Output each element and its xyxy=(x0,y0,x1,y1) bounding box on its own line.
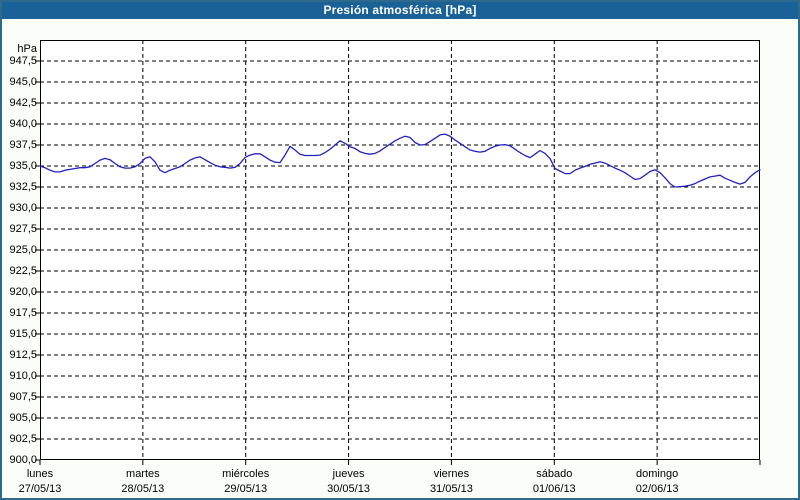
x-day-label: miércoles 29/05/13 xyxy=(201,467,291,497)
x-day-date: 30/05/13 xyxy=(327,483,370,495)
chart-canvas xyxy=(35,40,761,465)
x-day-name: domingo xyxy=(636,468,679,480)
x-day-label: jueves 30/05/13 xyxy=(304,467,394,497)
y-tick-label: 917,5 xyxy=(9,307,37,319)
x-day-name: miércoles xyxy=(222,468,270,480)
x-day-label: lunes 27/05/13 xyxy=(0,467,85,497)
y-tick-label: 947,5 xyxy=(9,55,37,67)
y-tick-label: 912,5 xyxy=(9,349,37,361)
y-tick-label: 922,5 xyxy=(9,265,37,277)
y-tick-label: 907,5 xyxy=(9,391,37,403)
y-tick-label: 900,0 xyxy=(9,454,37,466)
plot-area xyxy=(35,40,761,465)
y-tick-label: 937,5 xyxy=(9,139,37,151)
x-day-date: 31/05/13 xyxy=(430,483,473,495)
y-tick-label: 930,0 xyxy=(9,202,37,214)
x-day-date: 01/06/13 xyxy=(532,483,576,495)
x-day-name: lunes xyxy=(26,468,54,480)
x-day-label: sábado 01/06/13 xyxy=(509,467,599,497)
y-tick-label: 925,0 xyxy=(9,244,37,256)
y-tick-label: 902,5 xyxy=(9,433,37,445)
y-tick-label: 910,0 xyxy=(9,370,37,382)
x-day-date: 02/06/13 xyxy=(635,483,679,495)
x-day-name: viernes xyxy=(433,468,470,480)
y-tick-label: 920,0 xyxy=(9,286,37,298)
x-day-date: 29/05/13 xyxy=(224,483,268,495)
y-tick-label: 940,0 xyxy=(9,118,37,130)
y-axis-unit-label: hPa xyxy=(17,43,37,55)
plot-border xyxy=(40,40,760,460)
y-tick-label: 927,5 xyxy=(9,223,37,235)
x-day-label: viernes 31/05/13 xyxy=(406,467,496,497)
y-tick-label: 935,0 xyxy=(9,160,37,172)
title-bar: Presión atmosférica [hPa] xyxy=(0,0,800,19)
x-day-date: 27/05/13 xyxy=(18,483,62,495)
x-day-name: sábado xyxy=(536,468,573,480)
x-day-date: 28/05/13 xyxy=(121,483,165,495)
y-tick-label: 905,0 xyxy=(9,412,37,424)
x-day-name: jueves xyxy=(332,468,365,480)
y-tick-label: 915,0 xyxy=(9,328,37,340)
x-day-label: martes 28/05/13 xyxy=(98,467,188,497)
y-tick-label: 942,5 xyxy=(9,97,37,109)
pressure-line xyxy=(39,133,761,188)
y-tick-label: 932,5 xyxy=(9,181,37,193)
window-title: Presión atmosférica [hPa] xyxy=(323,2,477,17)
y-tick-label: 945,0 xyxy=(9,76,37,88)
x-day-label: domingo 02/06/13 xyxy=(612,467,702,497)
x-day-name: martes xyxy=(126,468,160,480)
